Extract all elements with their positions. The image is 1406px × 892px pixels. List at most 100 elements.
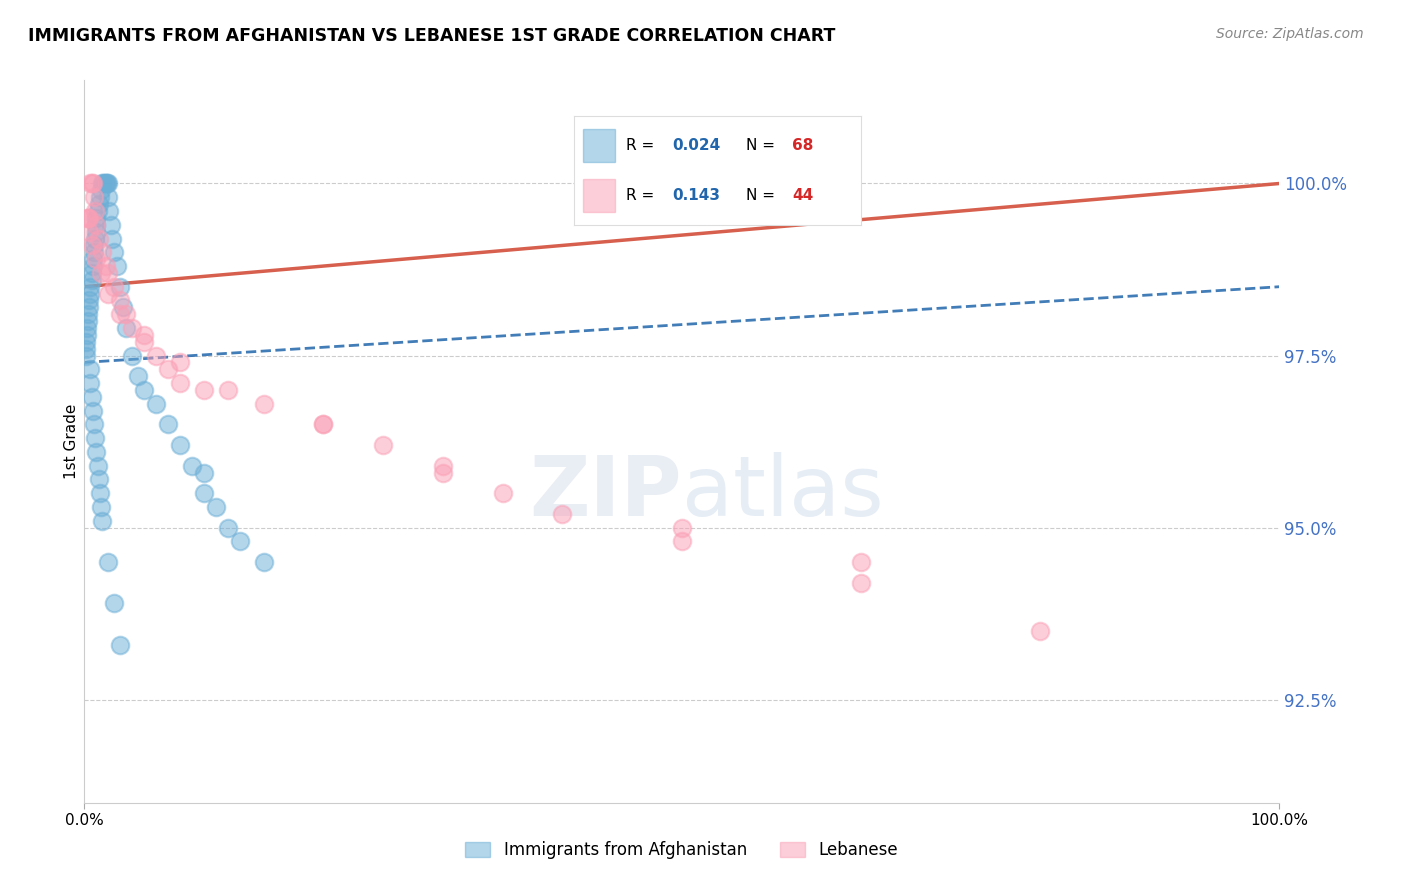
Legend: Immigrants from Afghanistan, Lebanese: Immigrants from Afghanistan, Lebanese [465, 841, 898, 860]
Point [96, 177, 118, 191]
Text: Source: ZipAtlas.com: Source: ZipAtlas.com [1216, 27, 1364, 41]
Point [132, 383, 156, 397]
Point [229, 534, 252, 549]
Point [86, 211, 108, 225]
Point [671, 520, 693, 534]
Point [373, 438, 395, 452]
Point [86, 225, 108, 239]
Point [157, 362, 180, 376]
Point [79, 362, 101, 376]
Point [110, 279, 132, 293]
Point [193, 383, 215, 397]
Point [110, 307, 132, 321]
Point [80, 390, 103, 404]
Point [121, 349, 143, 363]
Point [90, 266, 112, 280]
Point [110, 638, 132, 652]
Point [76, 327, 98, 342]
Point [91, 245, 114, 260]
Point [79, 376, 101, 390]
Point [115, 307, 138, 321]
Point [91, 514, 114, 528]
Point [97, 266, 120, 280]
Point [132, 334, 156, 349]
Point [83, 417, 105, 432]
Point [79, 286, 101, 301]
Text: IMMIGRANTS FROM AFGHANISTAN VS LEBANESE 1ST GRADE CORRELATION CHART: IMMIGRANTS FROM AFGHANISTAN VS LEBANESE … [28, 27, 835, 45]
Point [76, 321, 98, 335]
Point [492, 486, 515, 500]
Point [83, 238, 105, 252]
Point [432, 466, 454, 480]
Point [77, 293, 100, 308]
Point [82, 252, 104, 267]
Point [90, 500, 112, 514]
Point [103, 245, 125, 260]
Point [157, 417, 180, 432]
Point [75, 334, 97, 349]
Point [110, 293, 132, 308]
Point [79, 177, 101, 191]
Point [98, 204, 121, 219]
Point [851, 575, 873, 590]
Point [181, 458, 204, 473]
Point [217, 520, 239, 534]
Point [86, 204, 108, 219]
Point [77, 211, 100, 225]
Point [103, 279, 125, 293]
Point [253, 397, 276, 411]
Point [205, 500, 228, 514]
Point [79, 279, 101, 293]
Point [90, 183, 112, 197]
Point [127, 369, 149, 384]
Point [193, 466, 215, 480]
Point [115, 321, 138, 335]
Point [671, 534, 693, 549]
Point [77, 211, 100, 225]
Point [77, 225, 100, 239]
Point [83, 190, 105, 204]
Point [80, 238, 103, 252]
Point [132, 327, 156, 342]
Text: atlas: atlas [682, 451, 883, 533]
Point [86, 218, 108, 232]
Point [851, 555, 873, 569]
Point [84, 204, 107, 219]
Point [82, 177, 104, 191]
Point [97, 190, 120, 204]
Point [82, 259, 104, 273]
Point [94, 177, 117, 191]
Point [77, 307, 100, 321]
Point [75, 342, 97, 356]
Point [551, 507, 574, 521]
Point [86, 445, 108, 459]
Point [87, 231, 110, 245]
Point [83, 245, 105, 260]
Point [89, 486, 111, 500]
Point [312, 417, 335, 432]
Point [80, 273, 103, 287]
Point [86, 218, 108, 232]
Point [1029, 624, 1052, 638]
Point [93, 177, 115, 191]
Point [105, 259, 128, 273]
Point [94, 259, 117, 273]
Point [80, 177, 103, 191]
Point [121, 321, 143, 335]
Point [253, 555, 276, 569]
Point [169, 355, 191, 369]
Point [432, 458, 454, 473]
Point [76, 211, 98, 225]
Point [97, 286, 120, 301]
Point [77, 314, 100, 328]
Point [91, 177, 114, 191]
Point [93, 177, 115, 191]
Point [169, 438, 191, 452]
Point [82, 403, 104, 417]
Point [97, 177, 120, 191]
Point [100, 218, 122, 232]
Point [80, 266, 103, 280]
Point [111, 301, 134, 315]
Point [75, 349, 97, 363]
Point [97, 555, 120, 569]
